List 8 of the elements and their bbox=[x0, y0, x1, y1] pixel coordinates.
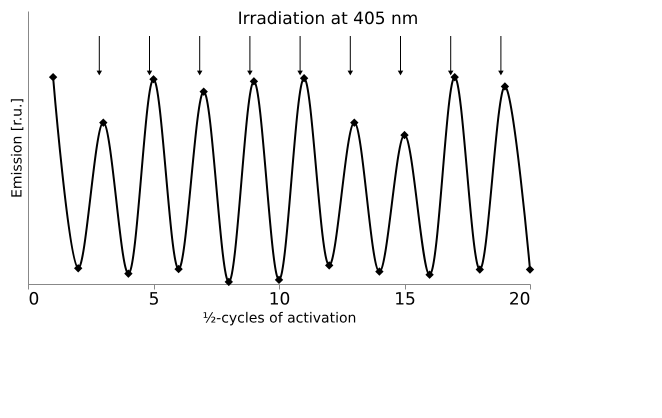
x-tick-label: 20 bbox=[508, 290, 530, 310]
x-tick-label: 15 bbox=[394, 290, 416, 310]
y-axis-title: Emission [r.u.] bbox=[10, 98, 26, 198]
x-tick-label: 5 bbox=[148, 290, 160, 310]
x-axis-title: ½-cycles of activation bbox=[202, 310, 356, 326]
x-tick-label: 10 bbox=[268, 290, 290, 310]
x-tick-label: 0 bbox=[28, 290, 40, 310]
text: Irradiation at 405 nm bbox=[238, 9, 418, 29]
